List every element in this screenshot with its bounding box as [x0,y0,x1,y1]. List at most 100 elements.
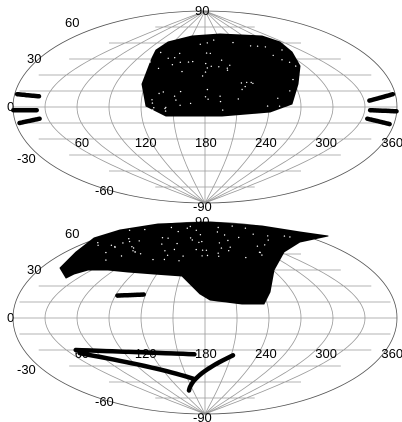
map-outline [12,10,398,204]
speckle-dot [201,249,204,251]
coverage-strip [73,347,197,357]
speckle-dot [256,245,259,247]
longitude-tick-label: 360 [381,346,402,361]
longitude-tick-label: 180 [195,346,217,361]
speckle-dot [160,51,162,54]
longitude-tick-label: 60 [75,346,89,361]
latitude-tick-label: 0 [7,310,14,325]
longitude-tick-label: 240 [255,135,277,150]
latitude-tick-label: 60 [65,226,79,241]
speckle-dot [105,251,107,254]
speckle-dot [161,237,164,239]
longitude-tick-label: 120 [135,346,157,361]
coverage-strip [367,91,396,103]
speckle-dot [164,250,166,252]
speckle-dot [199,234,202,236]
speckle-dot [182,255,184,257]
speckle-dot [216,231,219,233]
speckle-dot [132,247,135,249]
speckle-dot [256,45,259,47]
top-main-footprint [141,33,301,117]
speckle-dot [187,61,190,63]
speckle-dot [189,225,191,228]
speckle-dot [186,227,188,229]
speckle-dot [152,109,154,111]
speckle-dot [204,96,207,98]
speckle-dot [163,258,166,261]
speckle-dot [152,40,154,42]
latitude-tick-label: 60 [65,15,79,30]
coverage-strip [115,292,146,298]
coverage-strip [186,353,236,393]
speckle-dot [227,239,229,242]
latitude-tick-label: 0 [7,99,14,114]
speckle-dot [110,244,113,246]
speckle-dot [170,226,173,229]
speckle-dot [139,253,142,255]
speckle-dot [195,229,197,231]
speckle-dot [291,46,293,49]
speckle-dot [231,225,233,227]
speckle-dot [218,242,221,244]
speckle-dot [205,249,208,251]
speckle-dot [210,65,212,68]
longitude-tick-label: 240 [255,346,277,361]
speckle-dot [250,81,252,84]
speckle-dot [217,252,219,254]
speckle-dot [266,105,269,107]
longitude-tick-label: 120 [135,135,157,150]
speckle-dot [131,246,133,248]
speckle-dot [178,260,180,262]
speckle-dot [149,61,151,63]
speckle-dot [206,42,208,44]
speckle-dot [241,88,243,91]
speckle-dot [151,102,154,104]
speckle-dot [206,88,209,91]
speckle-dot [289,236,291,238]
speckle-dot [206,254,209,257]
speckle-dot [229,246,231,248]
speckle-dot [288,61,291,63]
speckle-dot [97,244,99,246]
speckle-dot [232,41,234,44]
speckle-dot [272,54,274,57]
speckle-dot [97,242,99,244]
speckle-dot [153,107,155,109]
speckle-dot [189,102,192,105]
speckle-dot [179,90,182,93]
speckle-dot [277,97,279,100]
speckle-dot [213,39,215,41]
longitude-tick-label: 60 [75,135,89,150]
speckle-dot [278,105,281,107]
coverage-strip [367,107,399,114]
speckle-dot [217,226,219,229]
speckle-dot [244,85,246,88]
coverage-strip [14,91,42,99]
latitude-tick-label: 30 [27,262,41,277]
longitude-tick-label: 300 [315,346,337,361]
longitude-line [44,10,206,204]
speckle-dot [199,43,201,45]
speckle-dot [157,67,160,70]
speckle-dot [252,82,254,85]
speckle-dot [181,70,183,73]
speckle-dot [195,248,197,251]
latitude-tick-label: -60 [95,183,114,198]
speckle-dot [189,237,192,239]
speckle-dot [244,227,247,229]
speckle-dot [218,66,220,68]
latitude-tick-label: 90 [195,214,209,229]
speckle-dot [228,250,230,252]
speckle-dot [158,92,160,95]
coverage-strip [17,116,42,126]
latitude-tick-label: -30 [17,362,36,377]
speckle-dot [201,255,203,257]
latitude-tick-label: 90 [195,3,209,18]
speckle-dot [220,247,223,249]
speckle-dot [144,228,146,231]
speckle-dot [166,254,169,256]
coverage-strip [365,116,392,127]
speckle-dot [246,81,248,84]
